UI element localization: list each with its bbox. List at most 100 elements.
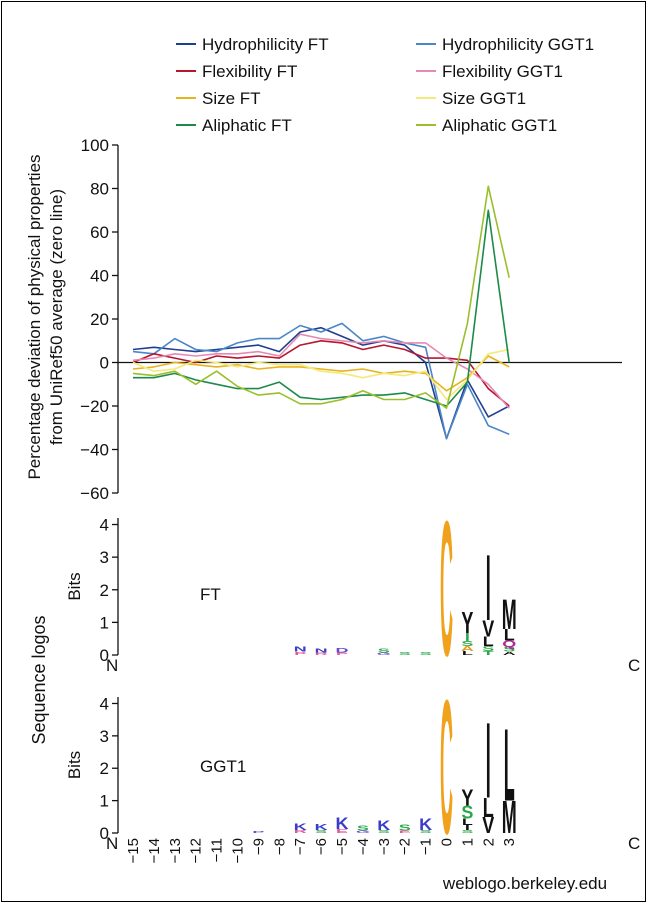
logo-x-tick-label: −4 xyxy=(355,838,372,855)
logo-letter: S xyxy=(399,823,411,833)
logo-letter: L xyxy=(504,707,515,823)
logo-letter: S xyxy=(420,829,432,834)
logo-x-tick-label: −3 xyxy=(376,838,393,855)
legend-label: Aliphatic GGT1 xyxy=(442,116,557,135)
legend-label: Hydrophilicity GGT1 xyxy=(442,35,594,54)
legend-label: Flexibility GGT1 xyxy=(442,62,563,81)
logo-letter: Q xyxy=(502,639,516,649)
logo-x-tick-label: −12 xyxy=(188,838,205,863)
logo-x-tick-label: −10 xyxy=(230,838,247,863)
y-tick-label: 20 xyxy=(90,310,109,329)
logo-letter: L xyxy=(483,792,494,823)
logo-x-tick-label: 1 xyxy=(459,838,476,846)
n-terminus-label: N xyxy=(106,656,118,675)
legend-label: Hydrophilicity FT xyxy=(202,35,329,54)
logo-title: GGT1 xyxy=(200,757,246,776)
logo-letter: L xyxy=(483,634,494,650)
logo-letter: D xyxy=(336,647,349,654)
logo-letter: N xyxy=(315,647,328,653)
sequence-logos-label: Sequence logos xyxy=(29,615,49,744)
legend-label: Size GGT1 xyxy=(442,89,526,108)
logo-letter: I xyxy=(486,537,491,641)
legend-label: Flexibility FT xyxy=(202,62,297,81)
logo-letter: G xyxy=(356,830,370,834)
logo-x-tick-label: −1 xyxy=(418,838,435,855)
series-line xyxy=(132,333,510,409)
y-tick-label: −60 xyxy=(80,484,109,503)
legend: Hydrophilicity FT Hydrophilicity GGT1 Flex… xyxy=(176,35,594,135)
logo-letter: C xyxy=(440,660,453,874)
logo-x-tick-label: 2 xyxy=(480,838,497,846)
logo-letter: K xyxy=(315,822,328,832)
logo-letter: L xyxy=(504,625,515,644)
y-tick-label: −40 xyxy=(80,441,109,460)
logo-y-tick-label: 0 xyxy=(100,824,109,843)
series-line xyxy=(132,355,510,392)
logo-letter: P xyxy=(294,651,306,656)
logo-letter: K xyxy=(336,814,350,833)
y-tick-label: 0 xyxy=(100,354,109,373)
logo-x-tick-label: 0 xyxy=(439,838,456,846)
logo-letter: C xyxy=(440,480,453,695)
logo-x-tick-label: −15 xyxy=(125,838,142,863)
logo-letter: V xyxy=(482,616,494,642)
legend-label: Aliphatic FT xyxy=(202,116,292,135)
logo-y-tick-label: 0 xyxy=(100,646,109,665)
series-line xyxy=(133,209,510,407)
logo-letter: N xyxy=(294,646,307,654)
c-terminus-label: C xyxy=(628,656,640,675)
logo-letter: I xyxy=(486,701,491,821)
weblogo-credit: weblogo.berkeley.edu xyxy=(442,874,607,893)
logo-y-label: Bits xyxy=(65,572,84,600)
c-terminus-label: C xyxy=(628,834,640,853)
logo-letter: Y xyxy=(461,785,473,811)
logo-letter: P xyxy=(252,830,265,833)
logo-y-tick-label: 1 xyxy=(100,792,109,811)
logo-x-tick-label: −5 xyxy=(334,838,351,855)
logo-x-tick-label: −2 xyxy=(397,838,414,855)
logo-x-tick-label: −13 xyxy=(167,838,184,863)
logo-letter: M xyxy=(502,591,517,638)
y-axis-label: Percentage deviation of physical propert… xyxy=(25,154,66,479)
logo-letter: I xyxy=(465,824,470,832)
logo-letter: S xyxy=(315,829,327,834)
logo-letter: A xyxy=(503,651,517,656)
series-line xyxy=(132,348,510,401)
logo-letter: K xyxy=(419,815,433,834)
logo-y-tick-label: 2 xyxy=(100,581,109,600)
logo-x-tick-label: −8 xyxy=(271,838,288,855)
logo-y-tick-label: 3 xyxy=(100,727,109,746)
logo-letter: M xyxy=(502,792,517,843)
n-terminus-label: N xyxy=(106,834,118,853)
logo-letter: E xyxy=(336,828,348,834)
logo-y-tick-label: 2 xyxy=(100,759,109,778)
logo-letter: S xyxy=(399,651,411,656)
logo-x-tick-label: −11 xyxy=(209,838,226,862)
logo-letter: E xyxy=(399,830,411,834)
logo-letter: Y xyxy=(461,606,473,640)
y-tick-label: 80 xyxy=(90,180,109,199)
logo-letter: R xyxy=(315,652,329,656)
logo-y-tick-label: 4 xyxy=(100,516,109,535)
y-tick-label: 60 xyxy=(90,223,109,242)
logo-letter: S xyxy=(357,824,369,832)
logo-letter: V xyxy=(482,813,494,839)
logo-letter: G xyxy=(377,652,391,656)
logo-letter: S xyxy=(503,646,515,654)
logo-letter: K xyxy=(294,822,308,832)
y-tick-label: −20 xyxy=(80,397,109,416)
logo-title: FT xyxy=(200,585,221,604)
logo-letter: L xyxy=(462,650,473,656)
logo-letter: S xyxy=(482,645,494,653)
logo-x-tick-label: −9 xyxy=(250,838,267,855)
logo-letter: L xyxy=(462,817,473,827)
logo-letter: S xyxy=(378,829,390,834)
y-tick-label: 40 xyxy=(90,267,109,286)
logo-y-tick-label: 4 xyxy=(100,694,109,713)
logo-y-label: Bits xyxy=(65,751,84,779)
logo-letter: P xyxy=(336,652,348,656)
logo-x-tick-label: −6 xyxy=(313,838,330,855)
line-plot: 100 80 60 40 20 0 −20 −40 −60 Percentage deviatio… xyxy=(25,136,622,503)
